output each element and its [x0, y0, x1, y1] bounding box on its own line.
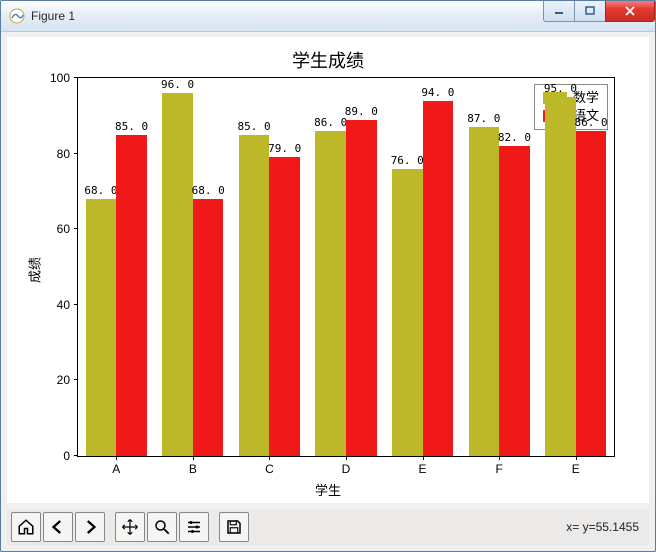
figure-canvas[interactable]: 学生成绩 成绩 学生 数学 语文 020406080100A68. 085. 0… [7, 37, 649, 503]
zoom-button[interactable] [147, 512, 177, 542]
bar [499, 146, 530, 456]
y-tick-label: 100 [50, 71, 70, 85]
value-label: 82. 0 [498, 131, 531, 144]
value-label: 96. 0 [161, 78, 194, 91]
value-label: 76. 0 [391, 154, 424, 167]
bar [239, 135, 270, 456]
value-label: 68. 0 [192, 184, 225, 197]
y-tick-label: 20 [57, 373, 70, 387]
bar [86, 199, 117, 456]
bar [193, 199, 224, 456]
value-label: 86. 0 [574, 116, 607, 129]
forward-button[interactable] [75, 512, 105, 542]
bar [392, 169, 423, 456]
bar [346, 120, 377, 456]
value-label: 79. 0 [268, 142, 301, 155]
y-tick-label: 0 [63, 449, 70, 463]
minimize-button[interactable] [543, 1, 575, 22]
value-label: 85. 0 [115, 120, 148, 133]
save-button[interactable] [219, 512, 249, 542]
figure-window: Figure 1 学生成绩 成绩 学生 数学 语文 020406080100A6… [0, 0, 656, 552]
app-icon [9, 8, 25, 24]
y-tick-label: 40 [57, 298, 70, 312]
home-button[interactable] [11, 512, 41, 542]
bar [162, 93, 193, 456]
y-axis-label: 成绩 [25, 257, 44, 283]
bar [116, 135, 147, 456]
back-button[interactable] [43, 512, 73, 542]
configure-button[interactable] [179, 512, 209, 542]
bar [469, 127, 500, 456]
x-tick-label: E [419, 462, 427, 476]
value-label: 68. 0 [84, 184, 117, 197]
titlebar[interactable]: Figure 1 [1, 1, 655, 32]
matplotlib-toolbar: x= y=55.1455 [7, 509, 649, 545]
bar [423, 101, 454, 456]
x-tick-label: D [342, 462, 351, 476]
bar [269, 157, 300, 456]
bar [315, 131, 346, 456]
x-tick-label: E [572, 462, 580, 476]
pan-button[interactable] [115, 512, 145, 542]
coord-readout: x= y=55.1455 [566, 520, 645, 534]
value-label: 95. 0 [544, 82, 577, 95]
close-button[interactable] [605, 1, 655, 22]
value-label: 85. 0 [238, 120, 271, 133]
plot-area: 数学 语文 020406080100A68. 085. 0B96. 068. 0… [77, 77, 615, 457]
y-tick-label: 80 [57, 147, 70, 161]
value-label: 87. 0 [467, 112, 500, 125]
x-axis-label: 学生 [7, 480, 649, 499]
chart-title: 学生成绩 [7, 47, 649, 73]
bar [545, 97, 576, 456]
value-label: 89. 0 [345, 105, 378, 118]
y-tick-label: 60 [57, 222, 70, 236]
bar [576, 131, 607, 456]
maximize-button[interactable] [574, 1, 606, 22]
x-tick-label: F [495, 462, 502, 476]
window-title: Figure 1 [31, 9, 75, 23]
x-tick-label: A [112, 462, 120, 476]
x-tick-label: B [189, 462, 197, 476]
x-tick-label: C [265, 462, 274, 476]
value-label: 86. 0 [314, 116, 347, 129]
value-label: 94. 0 [421, 86, 454, 99]
window-buttons [544, 1, 655, 21]
